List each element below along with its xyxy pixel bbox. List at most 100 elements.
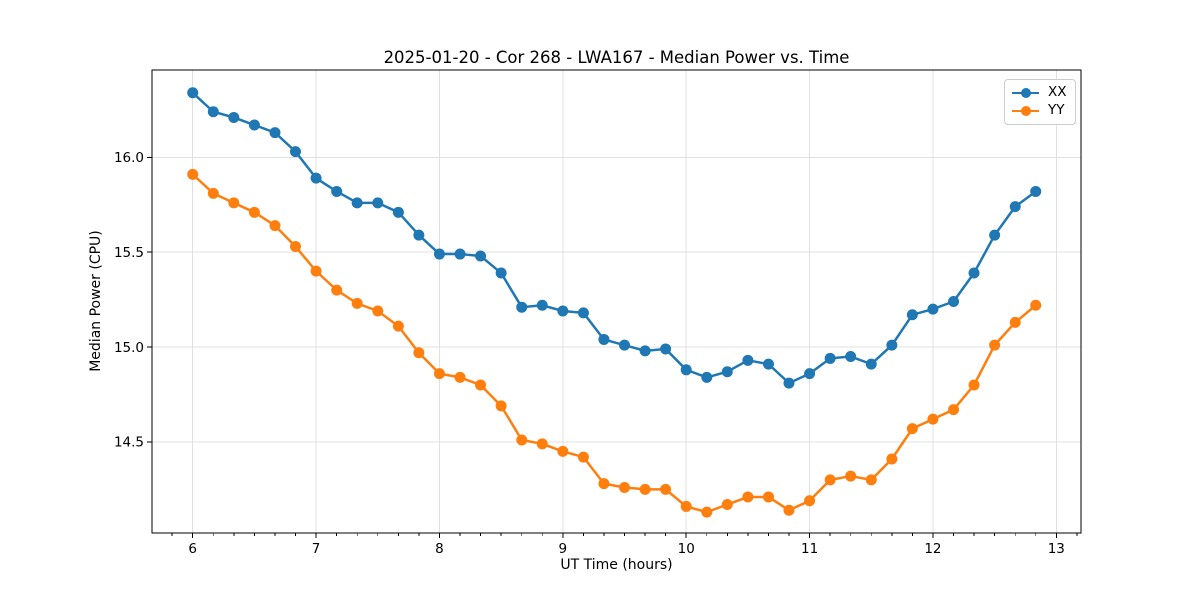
- series-yy-point: [865, 474, 877, 486]
- y-tick-label: 15.0: [114, 340, 144, 356]
- legend-marker-xx: [1020, 88, 1031, 99]
- series-yy-point: [906, 423, 918, 435]
- series-yy-point: [742, 491, 754, 503]
- series-yy-point: [413, 347, 425, 359]
- legend-line-sample-xx: [1012, 88, 1039, 99]
- series-xx-point: [598, 333, 610, 345]
- series-yy-point: [557, 445, 569, 457]
- series-xx-point: [372, 197, 384, 209]
- series-xx-point: [845, 351, 857, 363]
- series-yy-point: [701, 506, 713, 518]
- series-yy-point: [680, 500, 692, 512]
- series-xx-point: [948, 296, 960, 307]
- series-xx-point: [701, 371, 713, 383]
- series-xx-point: [742, 354, 754, 366]
- x-tick-label: 8: [435, 541, 444, 557]
- series-xx-point: [968, 267, 980, 279]
- y-tick-label: 14.5: [114, 435, 144, 451]
- series-xx-point: [228, 111, 240, 123]
- series-yy-point: [762, 491, 774, 503]
- series-xx-line: [191, 91, 1037, 385]
- series-yy-point: [824, 474, 836, 486]
- series-yy-point: [433, 368, 445, 380]
- series-yy-point: [1009, 316, 1021, 328]
- series-yy-point: [639, 483, 651, 495]
- series-yy-point: [886, 453, 898, 465]
- series-yy-point: [927, 413, 939, 425]
- series-xx-point: [660, 343, 672, 355]
- series-yy-point: [536, 438, 548, 450]
- series-yy-point: [331, 284, 343, 296]
- series-yy-point: [598, 478, 610, 490]
- series-xx-point: [475, 250, 487, 262]
- series-yy-point: [454, 371, 466, 383]
- series-xx-point: [351, 197, 363, 209]
- series-yy-point: [577, 451, 589, 463]
- x-axis-label: UT Time (hours): [560, 557, 673, 573]
- series-yy-point: [989, 339, 1001, 351]
- series-yy-point: [372, 305, 384, 317]
- plot-border: [151, 69, 1082, 534]
- series-yy-point: [968, 379, 980, 391]
- series-xx-point: [413, 229, 425, 241]
- y-axis-label: Median Power (CPU): [88, 230, 104, 372]
- series-yy-point: [495, 400, 507, 412]
- legend: XX YY: [1004, 79, 1076, 125]
- series-xx-point: [783, 377, 795, 389]
- series-xx-point: [433, 248, 445, 260]
- y-tick-label: 16.0: [114, 150, 144, 166]
- series-xx-point: [619, 339, 631, 351]
- series-xx-point: [331, 185, 343, 197]
- series-xx-point: [639, 345, 651, 357]
- series-xx-point: [207, 106, 219, 118]
- series-xx-point: [906, 309, 918, 321]
- series-xx-point: [824, 352, 836, 364]
- x-tick-label: 13: [1048, 541, 1065, 557]
- series-yy-point: [516, 434, 528, 446]
- series-yy-point: [289, 240, 301, 252]
- series-xx-point: [865, 358, 877, 370]
- series-yy-point: [310, 265, 322, 277]
- series-yy-point: [845, 470, 857, 482]
- legend-line-sample-yy: [1012, 105, 1039, 116]
- x-tick-label: 12: [924, 541, 941, 557]
- series-xx-point: [454, 248, 466, 260]
- x-tick-label: 11: [801, 541, 818, 557]
- legend-marker-yy: [1020, 105, 1031, 116]
- series-xx-point: [1030, 185, 1042, 197]
- series-yy-point: [619, 481, 631, 493]
- series-xx-point: [495, 267, 507, 279]
- series-xx-point: [721, 366, 733, 378]
- series-yy-point: [475, 379, 487, 391]
- series-yy-point: [660, 483, 672, 495]
- x-tick-label: 7: [312, 541, 321, 557]
- series-yy-point: [392, 320, 404, 332]
- series-yy-point: [269, 220, 281, 232]
- series-xx-point: [269, 127, 281, 139]
- series-yy-point: [721, 499, 733, 511]
- series-xx-point: [577, 307, 589, 319]
- series-xx-point: [762, 358, 774, 370]
- series-xx-point: [927, 303, 939, 315]
- series-yy-point: [228, 197, 240, 209]
- series-xx-point: [289, 146, 301, 158]
- series-yy-point: [948, 404, 960, 416]
- series-xx-point: [248, 119, 260, 131]
- series-xx-point: [1009, 201, 1021, 213]
- series-xx-point: [310, 172, 322, 184]
- series-yy-point: [248, 206, 260, 218]
- series-yy-point: [1030, 299, 1042, 311]
- series-xx-point: [886, 339, 898, 351]
- series-yy-point: [207, 187, 219, 199]
- x-tick-label: 10: [678, 541, 695, 557]
- series-xx-point: [516, 301, 528, 313]
- series-xx-point: [680, 364, 692, 376]
- x-tick-label: 9: [559, 541, 568, 557]
- series-yy-point: [187, 168, 199, 180]
- series-xx-point: [536, 299, 548, 311]
- series-xx-point: [187, 87, 199, 99]
- x-tick-label: 6: [188, 541, 197, 557]
- series-yy-point: [351, 297, 363, 309]
